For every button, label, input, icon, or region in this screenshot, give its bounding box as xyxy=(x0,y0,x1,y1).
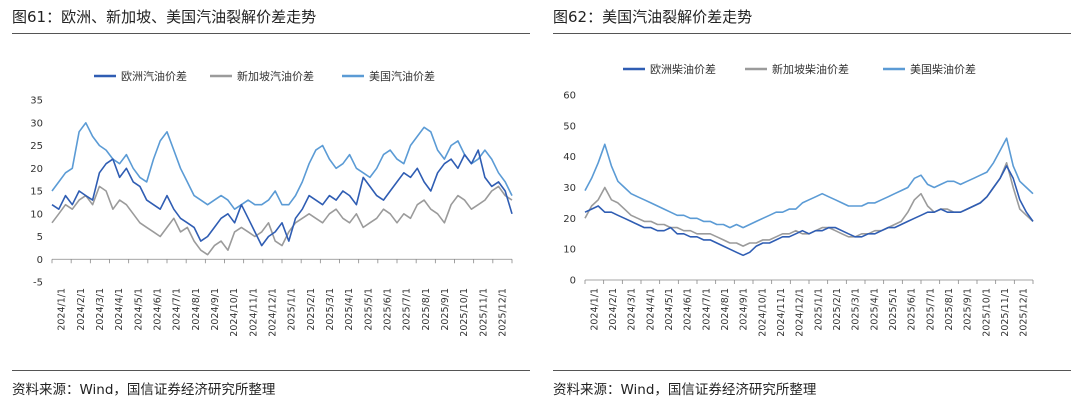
y-tick-label: 15 xyxy=(30,187,43,198)
source-divider xyxy=(12,370,530,371)
x-tick-label: 2024/2/1 xyxy=(76,288,87,331)
source-note: 资料来源：Wind，国信证券经济研究所整理 xyxy=(553,382,817,398)
x-tick-label: 2024/5/1 xyxy=(664,288,675,331)
y-tick-label: 30 xyxy=(30,118,43,129)
y-tick-label: 30 xyxy=(563,183,576,194)
series-line xyxy=(51,149,513,247)
x-tick-label: 2024/4/1 xyxy=(114,288,125,331)
x-tick-label: 2024/8/1 xyxy=(720,288,731,331)
y-tick-label: 10 xyxy=(30,209,43,220)
chart-panel-right: 图62：美国汽油裂解价差走势 0 10 20 30 40 50 60 2024/1/1 2024… xyxy=(553,0,1078,407)
series-line xyxy=(584,165,1034,257)
line-chart-gasoline-crack: -5 0 5 10 15 20 25 30 35 2024/1/1 2024/2/1 2024/3/1… xyxy=(30,69,513,337)
x-tick-label: 2024/1/1 xyxy=(589,288,600,331)
x-tick-label: 2024/3/1 xyxy=(627,288,638,331)
y-tick-label: 60 xyxy=(563,91,576,102)
x-tick-label: 2024/12/1 xyxy=(795,288,806,337)
legend-label: 新加坡汽油价差 xyxy=(237,69,314,83)
x-tick-label: 2024/3/1 xyxy=(95,288,106,331)
x-tick-label: 2024/7/1 xyxy=(701,288,712,331)
x-tick-label: 2025/2/1 xyxy=(832,288,843,331)
x-tick-label: 2025/7/1 xyxy=(402,288,413,331)
figure-title: 图62：美国汽油裂解价差走势 xyxy=(553,8,753,26)
legend-label: 美国汽油价差 xyxy=(369,69,435,83)
x-tick-label: 2024/1/1 xyxy=(57,288,68,331)
x-tick-label: 2024/4/1 xyxy=(645,288,656,331)
y-tick-label: 5 xyxy=(37,232,43,243)
y-tick-label: 10 xyxy=(563,245,576,256)
x-tick-label: 2024/7/1 xyxy=(172,288,183,331)
chart-panel-left: 图61：欧洲、新加坡、美国汽油裂解价差走势 -5 0 5 10 15 20 25 30 35 20… xyxy=(12,0,537,407)
x-tick-label: 2024/8/1 xyxy=(191,288,202,331)
y-tick-label: 20 xyxy=(30,164,43,175)
x-tick-label: 2025/9/1 xyxy=(963,288,974,331)
x-tick-label: 2025/11/1 xyxy=(478,288,489,337)
x-tick-label: 2025/9/1 xyxy=(440,288,451,331)
x-tick-label: 2024/10/1 xyxy=(229,288,240,337)
x-tick-label: 2025/3/1 xyxy=(325,288,336,331)
y-tick-label: 35 xyxy=(30,96,43,107)
x-tick-label: 2025/8/1 xyxy=(944,288,955,331)
x-tick-label: 2025/1/1 xyxy=(813,288,824,331)
series-line xyxy=(51,185,513,256)
series-line xyxy=(51,122,513,210)
line-chart-diesel-crack: 0 10 20 30 40 50 60 2024/1/1 2024/2/1 2024/3/1 202… xyxy=(563,62,1034,337)
x-tick-label: 2025/11/1 xyxy=(1000,288,1011,337)
x-tick-label: 2025/12/1 xyxy=(497,288,508,337)
legend-label: 新加坡柴油价差 xyxy=(772,62,849,76)
x-tick-label: 2025/2/1 xyxy=(306,288,317,331)
x-tick-label: 2024/2/1 xyxy=(608,288,619,331)
y-tick-label: 20 xyxy=(563,214,576,225)
y-tick-label: 50 xyxy=(563,121,576,132)
x-tick-label: 2025/12/1 xyxy=(1019,288,1030,337)
x-tick-label: 2025/4/1 xyxy=(869,288,880,331)
legend-label: 欧洲柴油价差 xyxy=(650,62,716,76)
series-line xyxy=(584,137,1034,229)
figure-title: 图61：欧洲、新加坡、美国汽油裂解价差走势 xyxy=(12,8,317,26)
x-tick-label: 2024/6/1 xyxy=(152,288,163,331)
x-tick-label: 2025/6/1 xyxy=(382,288,393,331)
x-tick-label: 2024/12/1 xyxy=(267,288,278,337)
x-tick-label: 2024/11/1 xyxy=(248,288,259,337)
y-tick-label: 0 xyxy=(37,255,43,266)
title-divider xyxy=(553,33,1071,34)
y-tick-label: 25 xyxy=(30,141,43,152)
x-tick-label: 2025/1/1 xyxy=(287,288,298,331)
x-tick-label: 2025/7/1 xyxy=(925,288,936,331)
x-tick-label: 2024/11/1 xyxy=(776,288,787,337)
x-tick-label: 2025/10/1 xyxy=(459,288,470,337)
x-tick-label: 2025/10/1 xyxy=(981,288,992,337)
x-tick-label: 2024/6/1 xyxy=(683,288,694,331)
x-tick-label: 2025/4/1 xyxy=(344,288,355,331)
x-tick-label: 2024/5/1 xyxy=(133,288,144,331)
x-tick-label: 2024/9/1 xyxy=(210,288,221,331)
y-tick-label: 40 xyxy=(563,152,576,163)
x-tick-label: 2024/10/1 xyxy=(757,288,768,337)
legend-label: 美国柴油价差 xyxy=(910,62,976,76)
x-tick-label: 2025/5/1 xyxy=(888,288,899,331)
x-tick-label: 2025/8/1 xyxy=(421,288,432,331)
y-tick-label: -5 xyxy=(33,278,43,289)
x-tick-label: 2024/9/1 xyxy=(739,288,750,331)
x-tick-label: 2025/5/1 xyxy=(363,288,374,331)
y-tick-label: 0 xyxy=(570,276,576,287)
x-tick-label: 2025/3/1 xyxy=(851,288,862,331)
title-divider xyxy=(12,33,530,34)
legend-label: 欧洲汽油价差 xyxy=(121,69,187,83)
x-tick-label: 2025/6/1 xyxy=(907,288,918,331)
source-note: 资料来源：Wind，国信证券经济研究所整理 xyxy=(12,382,276,398)
source-divider xyxy=(553,370,1071,371)
